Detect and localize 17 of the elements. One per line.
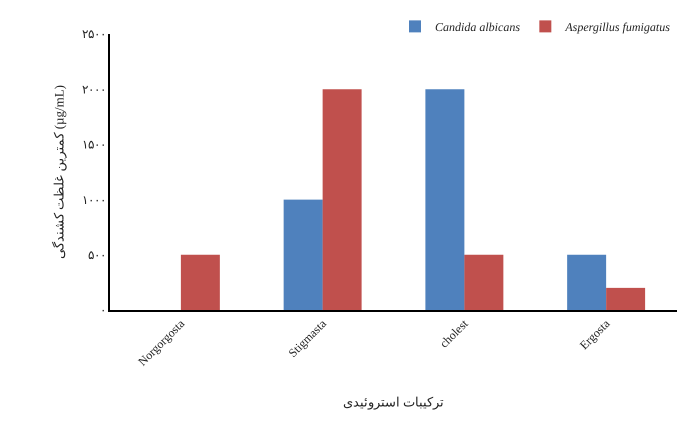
bar — [464, 254, 504, 310]
y-axis-title: کمترین غلظت کشندگی (µg/mL) — [51, 84, 68, 260]
y-tick-label: ۵۰۰ — [88, 248, 106, 262]
bar — [567, 254, 606, 310]
y-tick-label: ۲۵۰۰ — [82, 27, 106, 42]
bar — [322, 89, 362, 310]
bar — [180, 254, 220, 310]
y-tick-label: ۲۰۰۰ — [82, 82, 106, 96]
y-tick-label: ۱۵۰۰ — [82, 138, 106, 152]
bar — [284, 200, 323, 310]
y-tick-label: ۰ — [100, 303, 106, 318]
y-tick-label: ۱۰۰۰ — [82, 192, 106, 207]
bar — [425, 89, 464, 310]
bar — [606, 288, 646, 310]
legend-label: Aspergillus fumigatus — [564, 20, 670, 34]
legend-label: Candida albicans — [435, 20, 520, 34]
x-axis-title: ترکیبات استروئیدی — [342, 394, 444, 411]
